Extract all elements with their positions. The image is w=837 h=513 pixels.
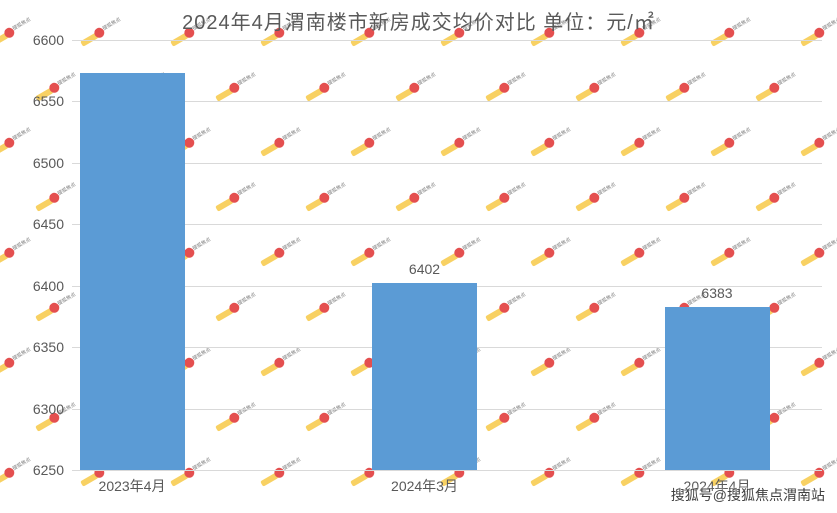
gridline — [72, 101, 822, 102]
y-tick-label: 6250 — [33, 462, 64, 478]
bar-value-label: 6402 — [409, 261, 440, 277]
bar: 6402 — [372, 283, 477, 470]
gridline — [72, 224, 822, 225]
y-tick-label: 6600 — [33, 32, 64, 48]
y-tick-label: 6300 — [33, 401, 64, 417]
y-tick-label: 6350 — [33, 339, 64, 355]
gridline — [72, 470, 822, 471]
x-tick-label: 2024年3月 — [391, 476, 458, 496]
bar-value-label: 6383 — [701, 285, 732, 301]
gridline — [72, 163, 822, 164]
watermark-icon: 搜狐焦点 — [0, 133, 23, 161]
plot-area: 625063006350640064506500655066002023年4月6… — [72, 40, 822, 470]
y-tick-label: 6500 — [33, 155, 64, 171]
watermark-icon: 搜狐焦点 — [0, 353, 23, 381]
chart-container: 搜狐焦点搜狐焦点搜狐焦点搜狐焦点搜狐焦点搜狐焦点搜狐焦点搜狐焦点搜狐焦点搜狐焦点… — [0, 0, 837, 513]
watermark-icon: 搜狐焦点 — [34, 188, 69, 216]
watermark-icon: 搜狐焦点 — [0, 243, 23, 271]
watermark-icon: 搜狐焦点 — [34, 298, 69, 326]
y-tick-label: 6550 — [33, 93, 64, 109]
bar: 6383 — [665, 307, 770, 470]
y-tick-label: 6400 — [33, 278, 64, 294]
x-tick-label: 2023年4月 — [99, 476, 166, 496]
y-tick-label: 6450 — [33, 216, 64, 232]
chart-title: 2024年4月渭南楼市新房成交均价对比 单位：元/㎡ — [0, 6, 837, 35]
attribution-text: 搜狐号@搜狐焦点渭南站 — [671, 485, 825, 505]
watermark-icon: 搜狐焦点 — [0, 463, 23, 491]
bar — [80, 73, 185, 470]
gridline — [72, 40, 822, 41]
